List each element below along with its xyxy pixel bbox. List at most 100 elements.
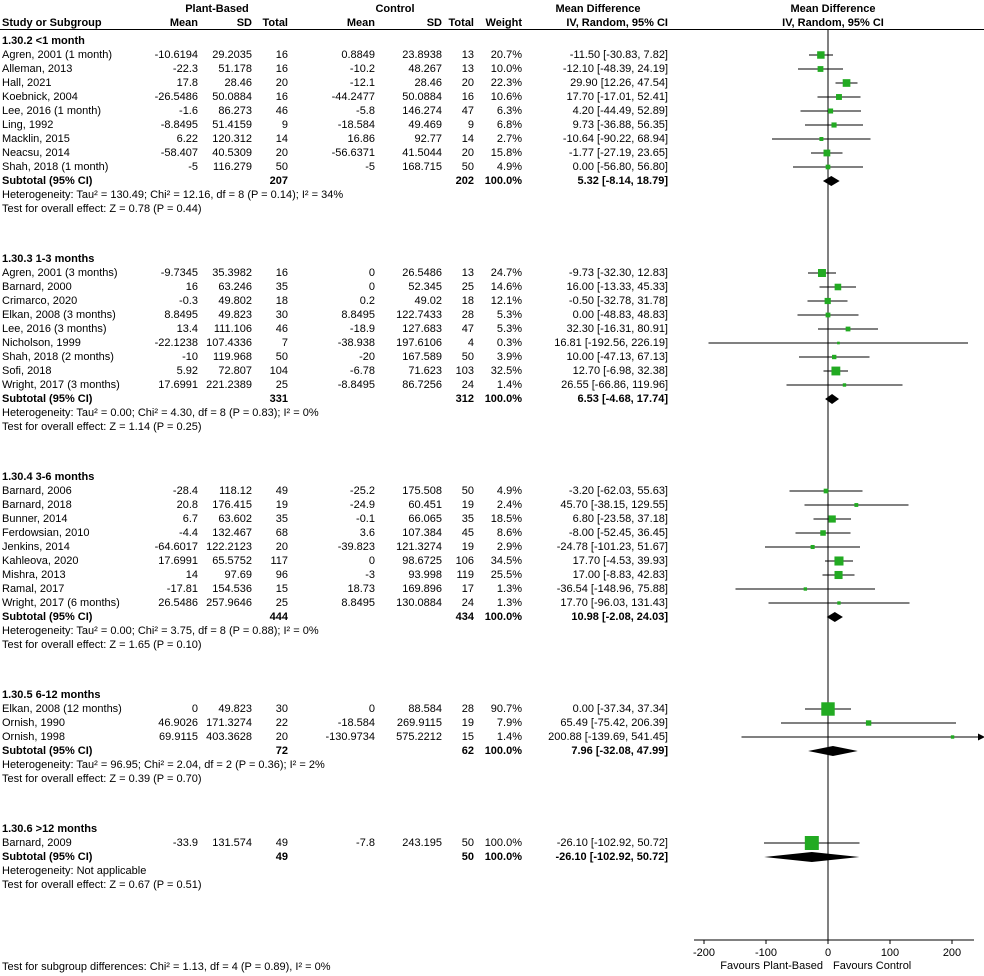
ci-text: 10.00 [-47.13, 67.13] <box>566 351 668 363</box>
weight: 1.4% <box>496 731 522 743</box>
plant-total: 16 <box>275 267 288 279</box>
study-row: Ornish, 1998 69.9115 403.3628 20 -130.9734 57… <box>0 730 984 744</box>
plant-sd: 116.279 <box>213 161 252 173</box>
effect-marker <box>854 503 859 507</box>
plant-mean: 69.9115 <box>159 731 198 743</box>
plant-sd: 51.178 <box>218 63 252 75</box>
subtotal-weight: 100.0% <box>484 393 522 405</box>
effect-marker <box>823 149 831 157</box>
overall-effect-row: Test for overall effect: Z = 1.65 (P = 0… <box>0 638 984 652</box>
ci-text: -3.20 [-62.03, 55.63] <box>568 485 668 497</box>
control-total: 13 <box>461 63 474 75</box>
subtotal-label: Subtotal (95% CI) <box>2 745 93 757</box>
control-sd: 98.6725 <box>402 555 442 567</box>
control-sd: 48.267 <box>408 63 442 75</box>
heterogeneity-row: Heterogeneity: Not applicable <box>0 864 984 878</box>
subtotal-diamond <box>808 746 858 756</box>
plant-mean: -5 <box>188 161 198 173</box>
column-header-row: Study or Subgroup Mean SD Total Mean SD … <box>0 16 984 30</box>
heterogeneity-note: Heterogeneity: Not applicable <box>2 865 147 877</box>
control-mean-col-label: Mean <box>346 17 375 29</box>
overall-effect-row: Test for overall effect: Z = 0.78 (P = 0… <box>0 202 984 216</box>
ci-text: 32.30 [-16.31, 80.91] <box>566 323 668 335</box>
plant-mean: 17.8 <box>176 77 198 89</box>
control-mean: -12.1 <box>349 77 375 89</box>
plant-sd: 40.5309 <box>212 147 252 159</box>
study-name: Barnard, 2006 <box>2 485 72 497</box>
study-col-label: Study or Subgroup <box>2 17 102 29</box>
heterogeneity-row: Heterogeneity: Tau² = 130.49; Chi² = 12.… <box>0 188 984 202</box>
plant-mean: -58.407 <box>160 147 198 159</box>
control-mean: -18.9 <box>349 323 375 335</box>
plant-mean: -33.9 <box>172 837 198 849</box>
control-total: 19 <box>461 541 474 553</box>
control-total: 18 <box>461 295 474 307</box>
overall-effect-note: Test for overall effect: Z = 1.65 (P = 0… <box>2 639 202 651</box>
control-total: 14 <box>461 133 474 145</box>
ci-text: 17.70 [-17.01, 52.41] <box>566 91 668 103</box>
plant-total: 19 <box>275 499 288 511</box>
study-name: Barnard, 2018 <box>2 499 72 511</box>
ci-text: -8.00 [-52.45, 36.45] <box>568 527 668 539</box>
plant-mean: -17.81 <box>166 583 198 595</box>
study-name: Alleman, 2013 <box>2 63 73 75</box>
control-total: 45 <box>461 527 474 539</box>
plant-sd: 111.106 <box>213 323 252 335</box>
mean-difference-col-label: Mean Difference <box>555 3 641 15</box>
ci-text: -9.73 [-32.30, 12.83] <box>568 267 668 279</box>
control-mean: -39.823 <box>337 541 375 553</box>
study-name: Koebnick, 2004 <box>2 91 78 103</box>
subtotal-ci-text: 10.98 [-2.08, 24.03] <box>571 611 668 623</box>
control-total: 19 <box>461 499 474 511</box>
favours-left-label: Favours Plant-Based <box>720 960 823 972</box>
ci-text: 4.20 [-44.49, 52.89] <box>572 105 668 117</box>
control-mean: -130.9734 <box>325 731 375 743</box>
subgroup-title-row: 1.30.4 3-6 months <box>0 470 984 484</box>
plant-total: 50 <box>275 161 288 173</box>
plant-sd: 119.968 <box>213 351 252 363</box>
plant-mean: 14 <box>185 569 198 581</box>
plant-total: 46 <box>275 105 288 117</box>
study-name: Ramal, 2017 <box>2 583 65 595</box>
weight: 22.3% <box>490 77 522 89</box>
axis-tick-label: -100 <box>755 947 777 959</box>
weight: 0.3% <box>496 337 522 349</box>
weight: 24.7% <box>490 267 522 279</box>
weight: 100.0% <box>484 837 522 849</box>
weight: 7.9% <box>496 717 522 729</box>
study-row: Alleman, 2013 -22.3 51.178 16 -10.2 48.267 13 1… <box>0 62 984 76</box>
subtotal-plant-total: 49 <box>275 851 288 863</box>
plant-total: 20 <box>275 541 288 553</box>
control-sd: 23.8938 <box>402 49 442 61</box>
weight: 18.5% <box>490 513 522 525</box>
effect-marker <box>817 51 825 59</box>
ci-text: -12.10 [-48.39, 24.19] <box>562 63 668 75</box>
effect-marker <box>834 556 844 566</box>
mean-difference-plot-label: Mean Difference <box>790 3 876 15</box>
control-total-col-label: Total <box>448 17 474 29</box>
plant-total: 9 <box>281 119 288 131</box>
study-row: Barnard, 2006 -28.4 118.12 49 -25.2 175.508 50… <box>0 484 984 498</box>
overall-effect-note: Test for overall effect: Z = 0.67 (P = 0… <box>2 879 202 891</box>
control-total: 9 <box>467 119 474 131</box>
plant-sd: 51.4159 <box>212 119 252 131</box>
plant-sd: 50.0884 <box>212 91 252 103</box>
study-row: Elkan, 2008 (12 months) 0 49.823 30 0 88.584 2… <box>0 702 984 716</box>
control-mean: -25.2 <box>349 485 375 497</box>
overall-effect-row: Test for overall effect: Z = 0.39 (P = 0… <box>0 772 984 786</box>
control-mean: -6.78 <box>349 365 375 377</box>
plant-total: 18 <box>275 295 288 307</box>
control-sd: 243.195 <box>402 837 442 849</box>
weight: 10.0% <box>490 63 522 75</box>
plant-sd: 28.46 <box>224 77 252 89</box>
study-row: Nicholson, 1999 -22.1238 107.4336 7 -38.938 1… <box>0 336 984 350</box>
study-row: Sofi, 2018 5.92 72.807 104 -6.78 71.623 103 32.… <box>0 364 984 378</box>
plant-mean: -9.7345 <box>160 267 198 279</box>
control-group-label: Control <box>375 3 415 15</box>
study-name: Macklin, 2015 <box>2 133 70 145</box>
study-name: Elkan, 2008 (3 months) <box>2 309 116 321</box>
control-sd: 86.7256 <box>402 379 442 391</box>
plant-sd: 49.823 <box>218 703 252 715</box>
study-name: Jenkins, 2014 <box>2 541 70 553</box>
control-total: 13 <box>461 267 474 279</box>
